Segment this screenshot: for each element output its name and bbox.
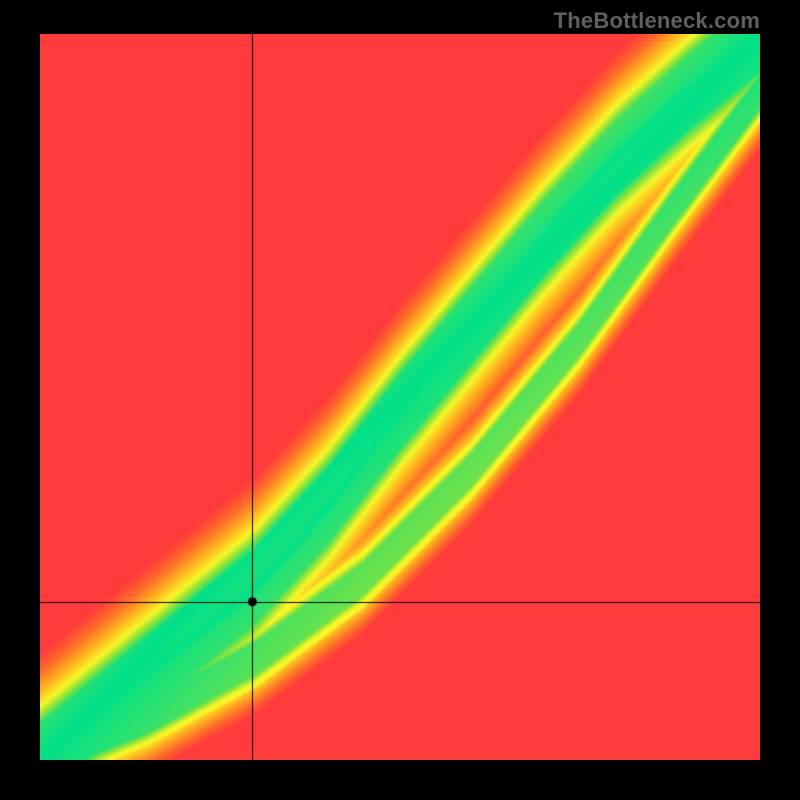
crosshair-overlay — [40, 34, 760, 760]
heatmap-plot — [40, 34, 760, 760]
chart-frame: TheBottleneck.com — [0, 0, 800, 800]
watermark-text: TheBottleneck.com — [554, 8, 760, 34]
